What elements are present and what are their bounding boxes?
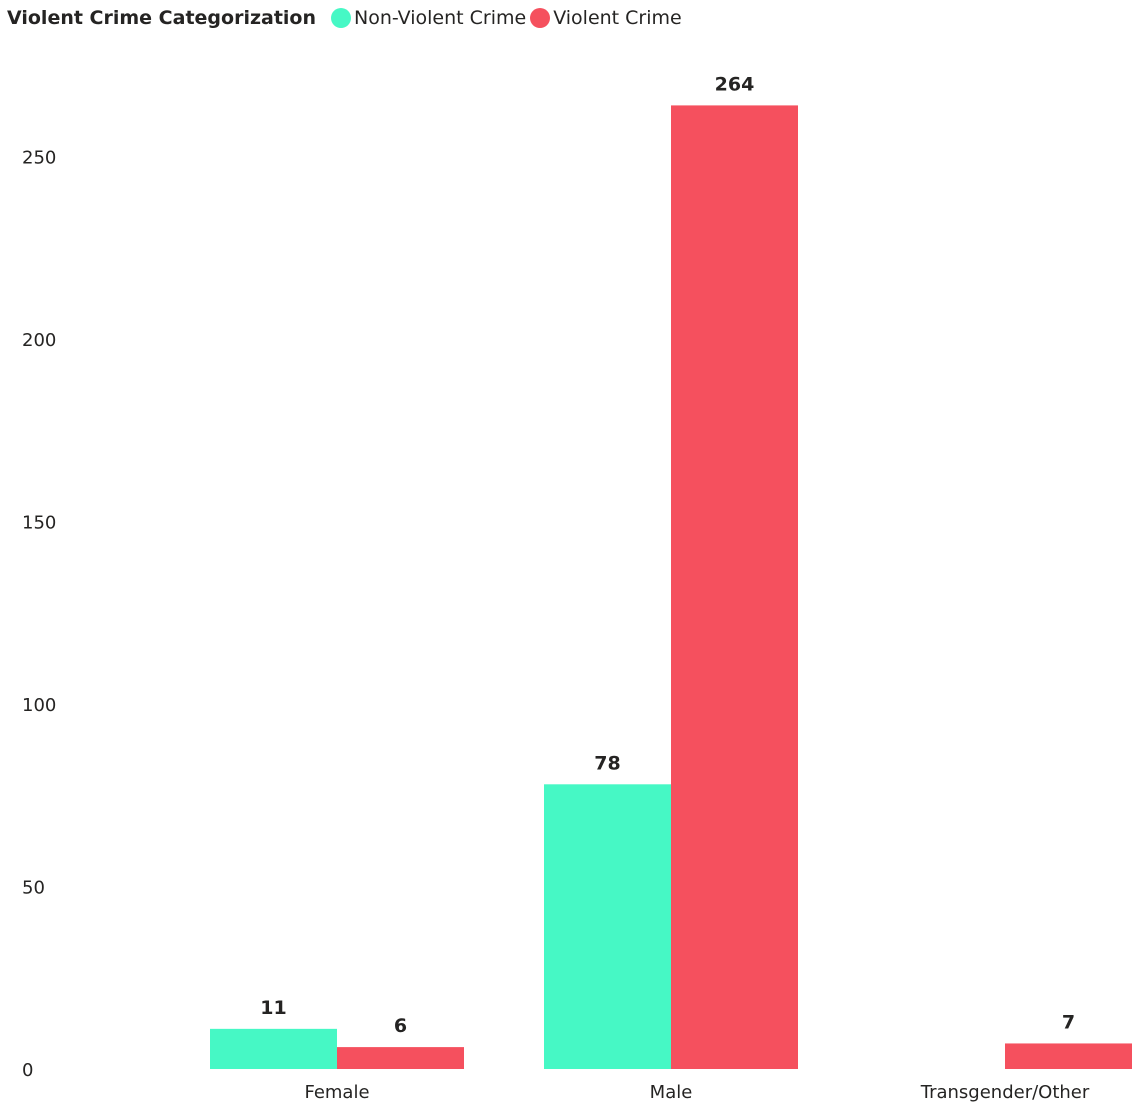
data-label-violent-crime-female: 6 bbox=[394, 1015, 407, 1037]
y-tick-label-50: 50 bbox=[22, 878, 45, 899]
x-tick-label-female: Female bbox=[304, 1082, 369, 1103]
bar-violent-crime-transgender-other[interactable] bbox=[1005, 1043, 1132, 1069]
bars bbox=[210, 105, 1132, 1069]
chart-legend: Violent Crime Categorization Non-Violent… bbox=[7, 6, 686, 30]
bar-non-violent-crime-female[interactable] bbox=[210, 1028, 337, 1069]
data-label-violent-crime-transgender-other: 7 bbox=[1062, 1011, 1075, 1033]
data-labels: 11 6 78 264 7 bbox=[260, 73, 1075, 1037]
bar-non-violent-crime-male[interactable] bbox=[544, 784, 671, 1069]
data-label-violent-crime-male: 264 bbox=[715, 73, 755, 95]
legend-swatch-non-violent bbox=[331, 8, 352, 28]
y-axis: 0 50 100 150 200 250 bbox=[22, 148, 56, 1082]
x-axis: Female Male Transgender/Other bbox=[304, 1082, 1089, 1103]
legend-swatch-violent bbox=[530, 8, 551, 28]
y-tick-label-100: 100 bbox=[22, 695, 56, 716]
y-tick-label-200: 200 bbox=[22, 330, 56, 351]
bar-violent-crime-female[interactable] bbox=[337, 1047, 464, 1069]
legend-item-non-violent[interactable]: Non-Violent Crime bbox=[331, 7, 526, 29]
y-tick-label-150: 150 bbox=[22, 513, 56, 534]
legend-item-violent[interactable]: Violent Crime bbox=[530, 7, 682, 29]
x-tick-label-male: Male bbox=[650, 1082, 693, 1103]
y-tick-label-250: 250 bbox=[22, 148, 56, 169]
bar-violent-crime-male[interactable] bbox=[671, 105, 798, 1069]
legend-label-non-violent: Non-Violent Crime bbox=[354, 7, 527, 29]
data-label-non-violent-crime-female: 11 bbox=[260, 997, 286, 1019]
legend-title: Violent Crime Categorization bbox=[7, 7, 317, 29]
y-tick-label-0: 0 bbox=[22, 1060, 33, 1081]
x-tick-label-transgender-other: Transgender/Other bbox=[920, 1082, 1090, 1103]
legend-label-violent: Violent Crime bbox=[553, 7, 682, 29]
data-label-non-violent-crime-male: 78 bbox=[594, 752, 620, 774]
